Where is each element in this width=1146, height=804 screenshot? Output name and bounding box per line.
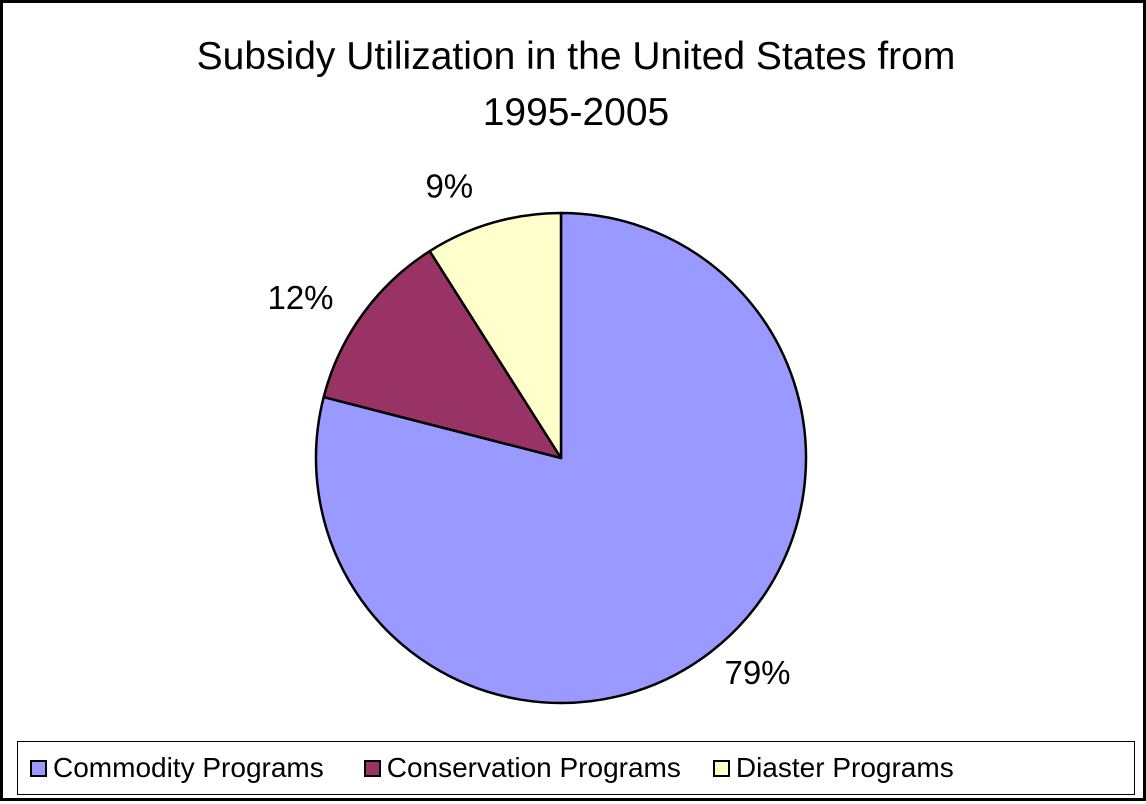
legend-item-diaster-programs: Diaster Programs	[712, 752, 954, 784]
chart-title: Subsidy Utilization in the United States…	[76, 29, 1076, 141]
legend-label-conservation-programs: Conservation Programs	[386, 752, 681, 783]
chart-title-line-1: Subsidy Utilization in the United States…	[196, 35, 956, 78]
data-label-commodity-programs: 79%	[724, 654, 790, 691]
legend-swatch-commodity-programs	[30, 759, 47, 777]
legend-swatch-conservation-programs	[363, 759, 381, 777]
data-label-conservation-programs: 12%	[267, 279, 333, 316]
legend-item-conservation-programs: Conservation Programs	[363, 752, 681, 784]
pie-slice-diaster-programs	[428, 211, 563, 460]
data-label-diaster-programs: 9%	[425, 168, 473, 205]
legend-item-commodity-programs: Commodity Programs	[30, 752, 324, 784]
pie-chart: 79% 12% 9%	[267, 168, 808, 705]
chart-legend: Commodity Programs Conservation Programs…	[17, 741, 1135, 795]
legend-label-diaster-programs: Diaster Programs	[735, 752, 954, 783]
pie-slice-conservation-programs	[322, 249, 563, 460]
chart-title-line-2: 1995-2005	[482, 91, 670, 134]
legend-swatch-diaster-programs	[712, 759, 730, 777]
legend-label-commodity-programs: Commodity Programs	[53, 752, 324, 783]
